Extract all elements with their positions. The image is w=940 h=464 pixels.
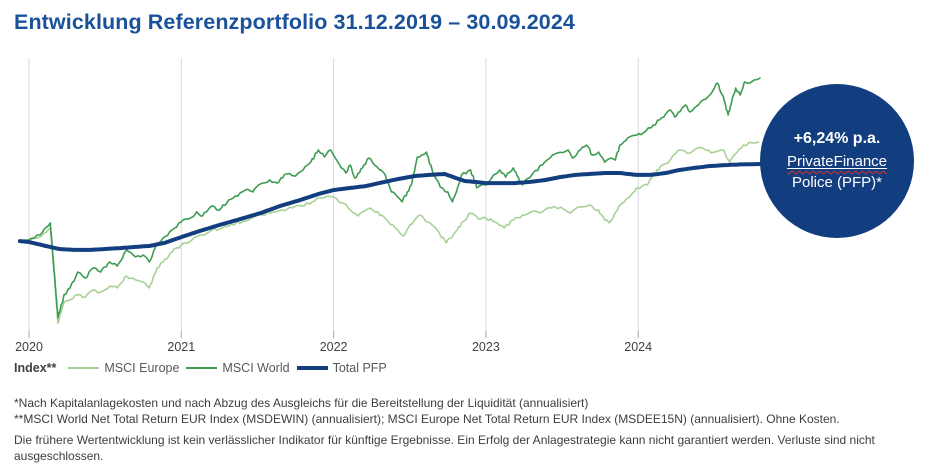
x-tick-label: 2024 [624, 340, 652, 354]
footnote-indices: **MSCI World Net Total Return EUR Index … [14, 411, 840, 426]
series-line-msci-world [19, 77, 761, 319]
badge-product-suffix: Police (PFP)* [791, 174, 883, 192]
legend-item-msci-europe: MSCI Europe [68, 361, 179, 375]
footnote-risk-disclaimer: Die frühere Wertentwicklung ist kein ver… [14, 433, 875, 463]
badge-product-name: PrivateFinance [786, 153, 888, 171]
series-line-msci-europe [19, 141, 760, 324]
legend-label-total-pfp: Total PFP [332, 361, 387, 375]
footnotes: *Nach Kapitalanlagekosten und nach Abzug… [14, 396, 926, 464]
legend-item-msci-world: MSCI World [186, 361, 290, 375]
series-line-total-pfp [17, 161, 766, 252]
legend-item-total-pfp: Total PFP [296, 361, 387, 375]
x-tick-label: 2020 [15, 340, 43, 354]
legend-swatch-msci-world [186, 367, 218, 369]
legend-label-msci-world: MSCI World [222, 361, 290, 375]
badge-return-value: +6,24% p.a. [793, 130, 881, 148]
legend-prefix: Index** [14, 361, 57, 375]
x-tick-label: 2021 [167, 340, 195, 354]
page-title: Entwicklung Referenzportfolio 31.12.2019… [14, 10, 575, 34]
chart-legend: Index** MSCI Europe MSCI World Total PFP [14, 361, 394, 375]
x-tick-label: 2023 [472, 340, 500, 354]
x-tick-label: 2022 [320, 340, 348, 354]
legend-swatch-total-pfp [296, 366, 328, 370]
legend-swatch-msci-europe [68, 367, 100, 369]
legend-label-msci-europe: MSCI Europe [104, 361, 180, 375]
footnote-costs: *Nach Kapitalanlagekosten und nach Abzug… [14, 396, 589, 410]
pfp-badge: +6,24% p.a. PrivateFinance Police (PFP)* [760, 84, 914, 238]
